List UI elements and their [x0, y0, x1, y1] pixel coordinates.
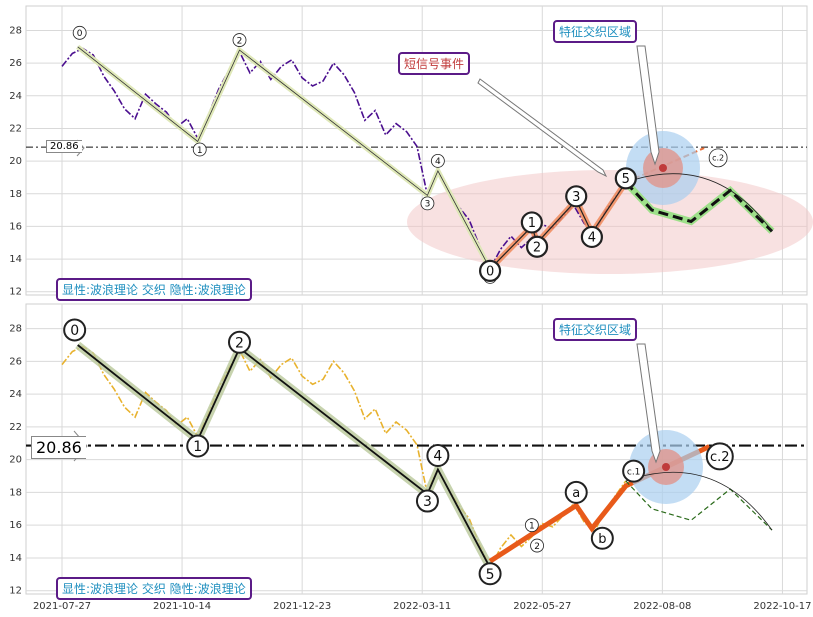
- bottom-ytick-label: 24: [9, 389, 22, 400]
- top-ytick-label: 26: [9, 58, 22, 69]
- top-wave-label-circle: [232, 33, 247, 47]
- bottom-ytick-label: 26: [9, 356, 22, 367]
- top-subwave-label: 1: [528, 216, 536, 231]
- top-ytick-label: 18: [9, 189, 22, 200]
- xtick-label: 2021-07-27: [33, 601, 91, 612]
- top-subwave-label-circle: [520, 211, 543, 234]
- footer-label-top: 显性:波浪理论 交织 隐性:波浪理论: [56, 278, 252, 301]
- top-forecast-line: [624, 181, 774, 233]
- top-level-tag: 20.86: [46, 140, 82, 153]
- footer-label-bottom: 显性:波浪理论 交织 隐性:波浪理论: [56, 577, 252, 600]
- bottom-wave-label: 1: [193, 439, 202, 455]
- bottom-wave-label-circle: [186, 434, 210, 458]
- bottom-orange-label-circle: [622, 459, 646, 483]
- bottom-ytick-label: 22: [9, 422, 22, 433]
- top-price-line: [61, 47, 627, 271]
- bottom-orange-label-circle: [564, 480, 588, 504]
- x-axis: 2021-07-27 2021-10-14 2021-12-23 2022-03-11…: [33, 601, 812, 612]
- bottom-zone-dot: [662, 463, 670, 471]
- top-subwave-label: 5: [622, 172, 630, 187]
- bottom-wave-label-circle: [415, 489, 439, 513]
- top-zone-dot: [659, 164, 667, 172]
- top-subwave-label-circle: [525, 235, 549, 258]
- bottom-wave-label-circle: [478, 562, 502, 586]
- bottom-orange-label: a: [572, 486, 580, 501]
- bottom-wave-line: [77, 344, 491, 569]
- top-wave-label: 1: [197, 146, 203, 156]
- top-subwave-label-circle: [478, 259, 502, 282]
- bottom-ytick-label: 28: [9, 324, 22, 335]
- top-subwave-label-circle: [565, 185, 588, 208]
- bottom-orange-label-circle: [705, 442, 734, 471]
- bottom-orange-label: c.2: [710, 450, 730, 465]
- bottom-wave-label-circle: [426, 443, 450, 467]
- bottom-orange-label: b: [598, 532, 606, 547]
- bottom-orange-label-circle: [590, 526, 614, 550]
- top-subwave-label: 0: [486, 265, 494, 280]
- bottom-wave-label: 0: [70, 323, 79, 339]
- top-zone-arrow: [636, 45, 660, 166]
- bottom-forecast-arc: [625, 471, 773, 531]
- bottom-ytick-label: 14: [9, 553, 22, 564]
- top-ytick-label: 24: [9, 91, 22, 102]
- top-subwave-label: 2: [533, 240, 541, 255]
- bottom-zone-arrow: [636, 343, 661, 464]
- top-ytick-label: 28: [9, 25, 22, 36]
- top-wave-label-circle: [72, 25, 87, 40]
- top-subwave-line: [489, 181, 627, 270]
- top-wave-label-circle: [420, 196, 435, 211]
- bottom-ytick-label: 12: [9, 586, 22, 597]
- xtick-label: 2021-10-14: [153, 601, 211, 612]
- bottom-orange-label: c.1: [627, 467, 641, 477]
- top-wave-label: 0: [77, 29, 83, 39]
- event-annotation-box: 短信号事件: [398, 52, 471, 75]
- top-wave-label-circle: [430, 154, 445, 168]
- bottom-sub-label: 1: [529, 521, 535, 531]
- top-event-arrow: [477, 78, 608, 178]
- top-wave-label: 3: [425, 200, 431, 210]
- xtick-label: 2022-10-17: [753, 601, 811, 612]
- bottom-sub-label: 2: [534, 542, 540, 552]
- top-wave-label-circle: [192, 142, 207, 157]
- xtick-label: 2021-12-23: [273, 601, 331, 612]
- bottom-wave-label: 2: [235, 335, 244, 351]
- top-ytick-label: 20: [9, 156, 22, 167]
- zone-annotation-box-bottom: 特征交织区域: [553, 318, 638, 341]
- top-target-label-circle: [708, 148, 728, 168]
- top-panel: 121416182022242628012345012345c.2: [9, 5, 813, 298]
- top-subwave-label-circle: [614, 167, 637, 190]
- top-target-label: c.2: [712, 154, 724, 163]
- top-subwave-label-circle: [580, 225, 603, 249]
- top-subwave-label: 4: [588, 231, 596, 246]
- bottom-ytick-label: 16: [9, 520, 22, 531]
- top-wave-line: [77, 46, 491, 270]
- bottom-wave-label: 5: [486, 567, 495, 583]
- bottom-forecast-line: [625, 480, 773, 531]
- zone-annotation-box-top: 特征交织区域: [553, 20, 638, 43]
- top-ytick-label: 22: [9, 123, 22, 134]
- top-subwave-label: 3: [572, 190, 580, 205]
- xtick-label: 2022-08-08: [633, 601, 691, 612]
- xtick-label: 2022-05-27: [513, 601, 571, 612]
- top-wave-label: 2: [237, 36, 243, 46]
- bottom-wave-label-circle: [63, 318, 87, 342]
- top-wave-label: 4: [435, 157, 441, 167]
- bottom-wave-label: 4: [433, 449, 442, 465]
- bottom-wave-label: 3: [423, 494, 432, 510]
- bottom-sub-label-circle: [530, 538, 544, 553]
- bottom-wave-label-circle: [228, 330, 251, 354]
- bottom-price-line: [61, 345, 627, 570]
- bottom-ytick-label: 20: [9, 455, 22, 466]
- bottom-sub-label-circle: [524, 518, 539, 533]
- top-forecast-arc: [625, 173, 773, 232]
- bottom-ytick-label: 18: [9, 487, 22, 498]
- xtick-label: 2022-03-11: [393, 601, 451, 612]
- bottom-level-tag: 20.86: [31, 436, 86, 459]
- top-ytick-label: 12: [9, 287, 22, 298]
- top-ytick-label: 16: [9, 221, 22, 232]
- top-ytick-label: 14: [9, 254, 22, 265]
